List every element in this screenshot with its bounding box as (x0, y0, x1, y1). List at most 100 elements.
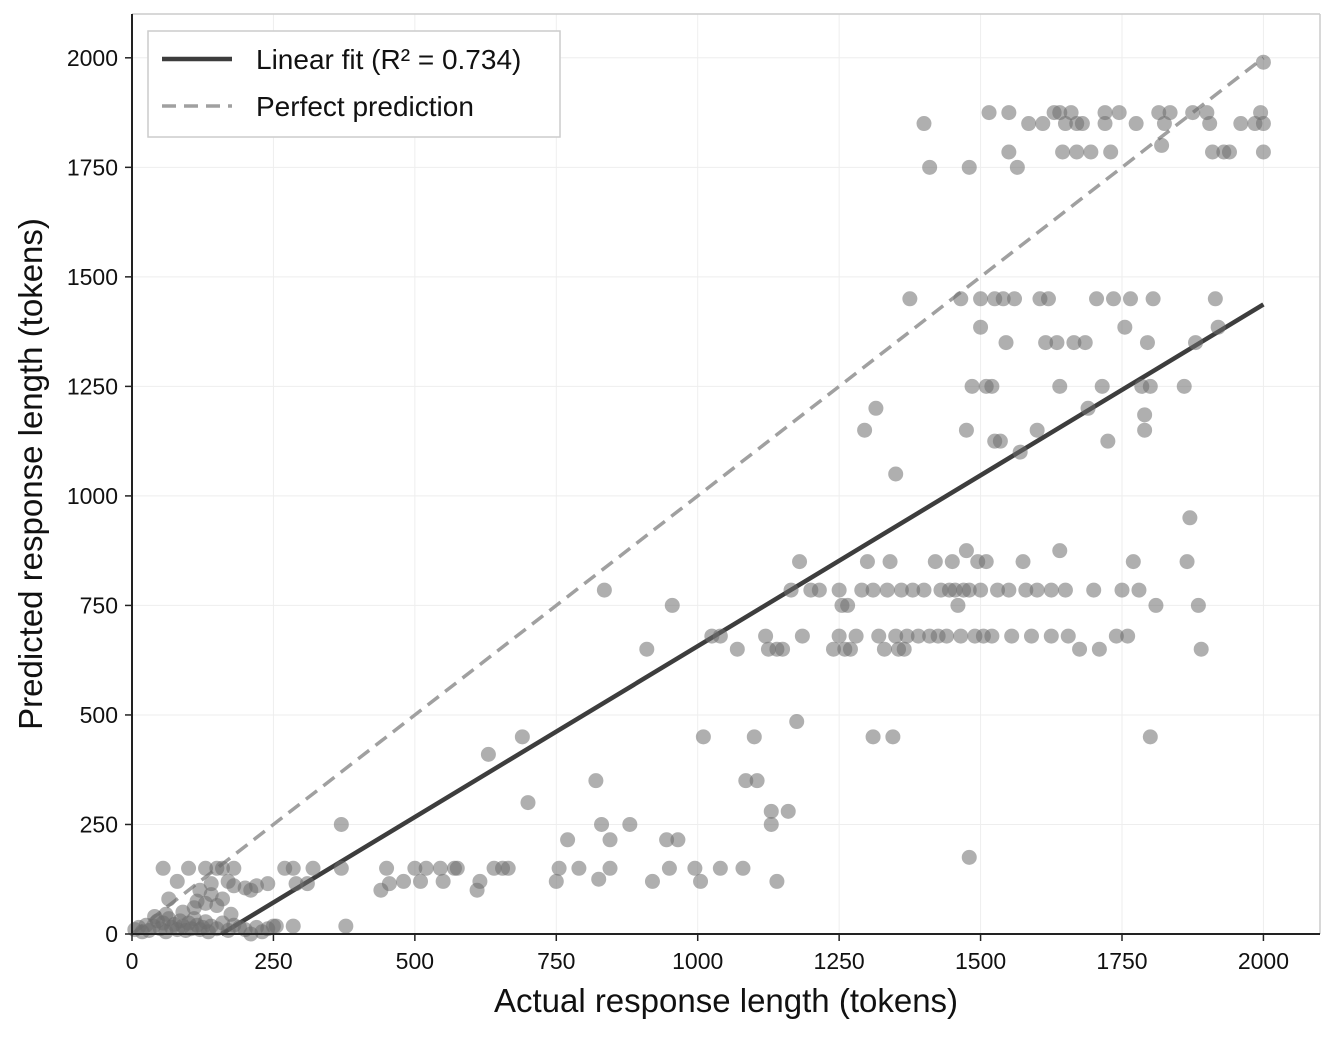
data-point (916, 582, 932, 598)
data-point (1185, 105, 1201, 121)
data-point (961, 849, 977, 865)
data-point (333, 860, 349, 876)
x-tick-label: 2000 (1238, 948, 1289, 974)
data-point (763, 803, 779, 819)
data-point (857, 422, 873, 438)
data-point (1103, 144, 1119, 160)
data-point (285, 860, 301, 876)
y-tick-label: 500 (80, 702, 118, 728)
data-point (1072, 641, 1088, 657)
data-point (876, 641, 892, 657)
data-point (591, 871, 607, 887)
data-point (854, 582, 870, 598)
data-point (432, 860, 448, 876)
data-point (215, 891, 231, 907)
data-point (571, 860, 587, 876)
data-point (209, 860, 225, 876)
data-point (746, 729, 762, 745)
data-point (1018, 582, 1034, 598)
data-point (1080, 400, 1096, 416)
data-point (973, 319, 989, 335)
data-point (1077, 335, 1093, 351)
data-point (1049, 335, 1065, 351)
x-tick-label: 0 (126, 948, 139, 974)
data-point (1210, 319, 1226, 335)
data-point (333, 816, 349, 832)
data-point (500, 860, 516, 876)
data-point (865, 729, 881, 745)
data-point (1029, 582, 1045, 598)
data-point (902, 291, 918, 307)
data-point (1233, 116, 1249, 132)
y-tick-label: 0 (105, 921, 118, 947)
data-point (1035, 116, 1051, 132)
y-tick-label: 1000 (67, 483, 118, 509)
data-point (1176, 378, 1192, 394)
data-point (712, 860, 728, 876)
data-point (520, 795, 536, 811)
y-tick-label: 250 (80, 811, 118, 837)
data-point (661, 860, 677, 876)
data-point (639, 641, 655, 657)
data-point (664, 597, 680, 613)
data-point (338, 918, 354, 934)
data-point (888, 628, 904, 644)
data-point (1083, 144, 1099, 160)
data-point (973, 582, 989, 598)
y-tick-label: 1250 (67, 373, 118, 399)
data-point (1255, 116, 1271, 132)
data-point (1001, 144, 1017, 160)
data-point (158, 906, 174, 922)
data-point (953, 628, 969, 644)
data-point (449, 860, 465, 876)
data-point (693, 873, 709, 889)
data-point (958, 543, 974, 559)
data-point (1142, 729, 1158, 745)
axes (125, 13, 1321, 941)
data-point (1148, 597, 1164, 613)
data-point (1043, 582, 1059, 598)
data-point (1012, 444, 1028, 460)
data-point (687, 860, 703, 876)
data-point (480, 746, 496, 762)
data-point (305, 860, 321, 876)
data-point (1145, 291, 1161, 307)
data-point (472, 873, 488, 889)
data-point (953, 291, 969, 307)
data-point (223, 906, 239, 922)
data-point (1205, 144, 1221, 160)
data-point (299, 876, 315, 892)
data-point (1142, 378, 1158, 394)
data-point (1179, 554, 1195, 570)
data-point (879, 582, 895, 598)
data-point (1125, 554, 1141, 570)
data-point (514, 729, 530, 745)
data-point (1040, 291, 1056, 307)
data-point (1004, 628, 1020, 644)
tick-labels: 0 250 500 750 1000 1250 1500 1750 2000 0 250 500 750… (67, 45, 1289, 974)
data-point (868, 400, 884, 416)
data-point (885, 729, 901, 745)
data-points (127, 54, 1271, 942)
data-point (1100, 433, 1116, 449)
data-point (175, 904, 191, 920)
data-point (659, 832, 675, 848)
data-point (984, 378, 1000, 394)
y-tick-label: 1500 (67, 264, 118, 290)
data-point (418, 860, 434, 876)
data-point (226, 878, 242, 894)
data-point (927, 554, 943, 570)
data-point (602, 860, 618, 876)
data-point (602, 832, 618, 848)
data-point (1055, 144, 1071, 160)
data-point (1202, 116, 1218, 132)
data-point (1128, 116, 1144, 132)
data-point (1009, 159, 1025, 175)
legend-perfect-label: Perfect prediction (256, 91, 474, 122)
data-point (831, 582, 847, 598)
y-axis-title: Predicted response length (tokens) (12, 218, 49, 730)
data-point (848, 628, 864, 644)
data-point (147, 908, 163, 924)
data-point (1122, 291, 1138, 307)
data-point (1052, 543, 1068, 559)
